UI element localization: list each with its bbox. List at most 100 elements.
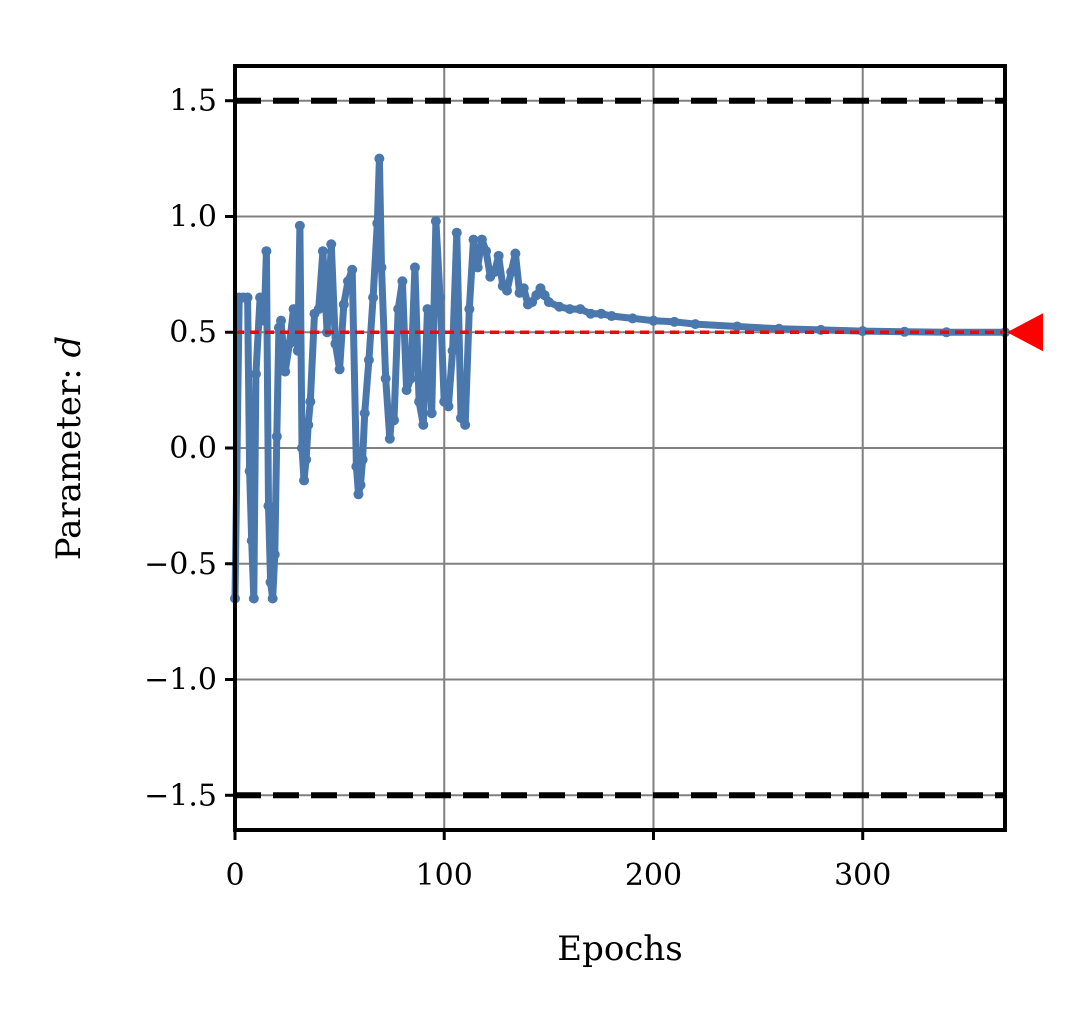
- y-tick-label: 0.5: [169, 315, 217, 350]
- data-point: [732, 321, 743, 332]
- data-point: [296, 443, 307, 453]
- x-tick-label: 100: [416, 858, 473, 893]
- data-point: [303, 419, 314, 430]
- data-point: [326, 239, 337, 250]
- data-point: [255, 292, 266, 303]
- y-tick-label: −0.5: [144, 547, 217, 582]
- data-point: [248, 593, 259, 604]
- data-point: [606, 311, 617, 322]
- series-polyline: [231, 155, 1009, 602]
- data-point: [267, 593, 278, 604]
- data-point: [389, 415, 400, 426]
- data-point: [351, 461, 362, 472]
- data-point: [464, 304, 475, 315]
- data-point: [430, 216, 441, 227]
- data-point: [510, 248, 521, 259]
- data-point: [443, 401, 454, 412]
- x-axis-label: Epochs: [557, 929, 682, 969]
- data-point: [435, 292, 446, 303]
- data-point: [627, 313, 638, 324]
- y-axis-label: Parameter: d: [49, 336, 89, 561]
- data-point: [648, 315, 659, 326]
- data-point: [250, 368, 261, 379]
- data-point: [342, 276, 353, 287]
- data-point: [468, 234, 479, 245]
- data-point: [299, 475, 310, 486]
- data-point: [380, 373, 391, 384]
- data-point: [502, 285, 513, 296]
- data-point: [476, 234, 487, 245]
- data-point: [276, 315, 287, 326]
- data-point: [355, 480, 366, 491]
- data-point: [409, 262, 420, 273]
- bound-lines: [235, 97, 1005, 799]
- y-tick-label: −1.0: [144, 663, 217, 698]
- data-point: [265, 577, 276, 588]
- data-point: [405, 373, 416, 384]
- data-point: [280, 366, 291, 377]
- series-line: [230, 153, 1010, 604]
- data-point: [317, 246, 328, 257]
- data-point: [596, 308, 607, 319]
- data-point: [393, 304, 404, 315]
- data-point: [338, 299, 349, 310]
- data-point: [269, 549, 280, 560]
- y-tick-label: 1.0: [169, 199, 217, 234]
- data-point: [518, 283, 529, 294]
- data-point: [481, 246, 492, 257]
- data-point: [294, 220, 305, 231]
- data-point: [353, 489, 364, 500]
- y-tick-label: 0.0: [169, 431, 217, 466]
- data-point: [305, 396, 316, 407]
- data-point: [246, 535, 257, 546]
- data-point: [242, 292, 253, 303]
- data-point: [460, 419, 471, 430]
- data-point: [493, 250, 504, 261]
- data-point: [384, 433, 395, 444]
- data-point: [575, 304, 586, 315]
- target-marker: [1007, 313, 1043, 352]
- data-point: [288, 304, 299, 315]
- data-point: [899, 326, 910, 337]
- data-point: [397, 276, 408, 287]
- data-point: [669, 316, 680, 327]
- data-point: [374, 153, 385, 164]
- x-axis-ticks: 0 100 200 300: [225, 830, 891, 893]
- x-tick-label: 300: [834, 858, 891, 893]
- data-point: [330, 338, 341, 349]
- x-tick-label: 200: [625, 858, 682, 893]
- y-axis-ticks: −1.5 −1.0 −0.5 0.0 0.5 1.0 1.5: [144, 84, 235, 813]
- data-point: [376, 262, 387, 273]
- data-point: [401, 385, 412, 396]
- data-point: [284, 338, 295, 349]
- data-point: [543, 297, 554, 308]
- data-point: [564, 304, 575, 315]
- data-point: [414, 396, 425, 407]
- data-point: [418, 419, 429, 430]
- data-point: [585, 308, 596, 319]
- data-point: [259, 315, 270, 326]
- data-point: [313, 304, 324, 315]
- data-point: [263, 500, 274, 511]
- x-tick-label: 0: [225, 858, 244, 893]
- data-point: [554, 301, 565, 312]
- data-point: [426, 408, 437, 419]
- data-point: [301, 454, 312, 465]
- y-tick-label: −1.5: [144, 778, 217, 813]
- y-tick-label: 1.5: [169, 84, 217, 119]
- data-point: [244, 466, 255, 477]
- data-point: [489, 267, 500, 278]
- data-point: [690, 319, 701, 330]
- data-point: [368, 292, 379, 303]
- data-point: [347, 264, 358, 275]
- data-point: [261, 246, 272, 257]
- data-point: [357, 454, 368, 465]
- data-point: [372, 218, 383, 229]
- data-point: [359, 408, 370, 419]
- data-point: [422, 304, 433, 315]
- data-point: [271, 431, 282, 442]
- data-point: [292, 345, 303, 356]
- data-point: [506, 267, 517, 278]
- target-triangle-marker: [1007, 313, 1043, 352]
